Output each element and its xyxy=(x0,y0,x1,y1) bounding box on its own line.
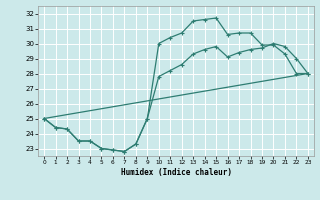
X-axis label: Humidex (Indice chaleur): Humidex (Indice chaleur) xyxy=(121,168,231,177)
